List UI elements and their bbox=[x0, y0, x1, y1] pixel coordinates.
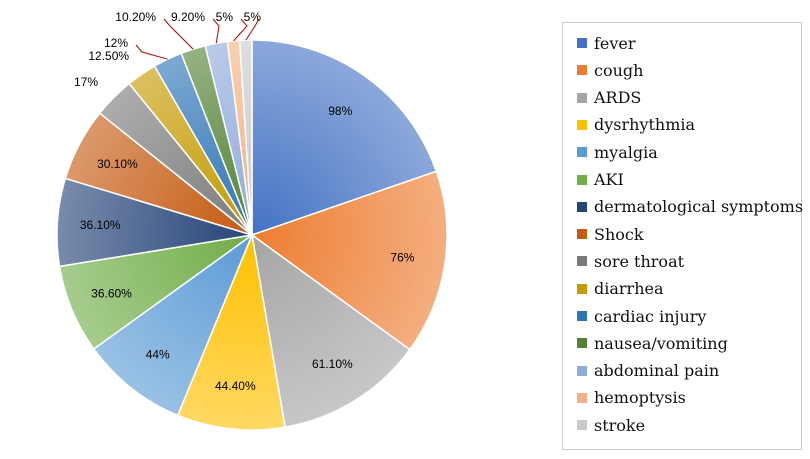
legend-label: cough bbox=[594, 60, 644, 80]
pie-slice-dysrhythmia bbox=[176, 232, 286, 431]
legend-swatch bbox=[577, 92, 587, 103]
legend-item-sore-throat: sore throat bbox=[577, 251, 684, 271]
legend-label: cardiac injury bbox=[594, 306, 707, 326]
slice-label-cardiac-injury: 12% bbox=[104, 36, 128, 50]
legend-label: Shock bbox=[594, 224, 644, 244]
leader-line-hemoptysis bbox=[233, 18, 248, 42]
legend-item-hemoptysis: hemoptysis bbox=[577, 388, 686, 408]
legend-swatch bbox=[577, 38, 587, 48]
legend-item-dermatological-symptoms: dermatological symptoms bbox=[577, 197, 803, 217]
legend-swatch bbox=[577, 229, 587, 240]
legend-swatch bbox=[577, 420, 587, 431]
slice-label-fever: 98% bbox=[328, 104, 352, 118]
legend-label: diarrhea bbox=[594, 279, 664, 299]
legend-label: ARDS bbox=[594, 88, 642, 108]
legend-item-abdominal-pain: abdominal pain bbox=[577, 361, 719, 381]
legend-item-myalgia: myalgia bbox=[577, 142, 658, 162]
legend-swatch bbox=[577, 119, 587, 130]
legend-label: abdominal pain bbox=[594, 361, 720, 381]
slice-label-dysrhythmia: 44.40% bbox=[215, 379, 256, 393]
slice-label-aki: 36.60% bbox=[91, 286, 132, 300]
leader-line-nausea-vomiting bbox=[163, 18, 194, 50]
legend-swatch bbox=[577, 392, 587, 403]
slice-label-ards: 61.10% bbox=[312, 357, 353, 371]
legend-swatch bbox=[577, 65, 587, 76]
pie-slice-fever bbox=[251, 39, 438, 237]
slice-label-dermatological-symptoms: 36.10% bbox=[80, 218, 121, 232]
slice-label-sore-throat: 17% bbox=[74, 75, 98, 89]
legend-item-stroke: stroke bbox=[577, 415, 645, 435]
legend-label: fever bbox=[594, 33, 636, 53]
slice-label-shock: 30.10% bbox=[97, 157, 138, 171]
legend-label: sore throat bbox=[594, 251, 685, 271]
legend-swatch bbox=[577, 147, 587, 158]
slice-label-myalgia: 44% bbox=[146, 347, 170, 361]
leader-line-stroke bbox=[245, 18, 260, 41]
slice-label-diarrhea: 12.50% bbox=[88, 49, 129, 63]
legend-swatch bbox=[577, 201, 587, 212]
legend-item-nausea-vomiting: nausea/vomiting bbox=[577, 333, 728, 353]
legend-item-diarrhea: diarrhea bbox=[577, 279, 664, 299]
slice-label-hemoptysis: 5% bbox=[216, 10, 234, 24]
legend-item-ards: ARDS bbox=[577, 88, 641, 108]
pie-slices bbox=[56, 39, 448, 431]
legend-swatch bbox=[577, 365, 587, 376]
legend-label: nausea/vomiting bbox=[594, 333, 728, 353]
legend-swatch bbox=[577, 256, 587, 267]
legend-item-shock: Shock bbox=[577, 224, 644, 244]
leader-line-cardiac-injury bbox=[135, 44, 168, 60]
legend-label: hemoptysis bbox=[594, 388, 686, 408]
leader-line-abdominal-pain bbox=[212, 18, 220, 44]
legend-swatch bbox=[577, 311, 587, 321]
legend-label: stroke bbox=[594, 415, 646, 435]
pie-slice-ards bbox=[250, 233, 411, 429]
slice-label-stroke: 5% bbox=[244, 10, 262, 24]
legend-label: AKI bbox=[594, 170, 624, 189]
legend-swatch bbox=[577, 283, 587, 294]
legend-label: dermatological symptoms bbox=[594, 197, 804, 217]
legend-item-fever: fever bbox=[577, 33, 636, 53]
legend-item-aki: AKI bbox=[577, 170, 624, 190]
chart-legend: fever cough ARDS dysrhythmia myalgia AKI derma… bbox=[562, 22, 803, 450]
slice-label-abdominal-pain: 9.20% bbox=[171, 10, 205, 24]
legend-swatch bbox=[577, 174, 587, 185]
pie-slice-myalgia bbox=[92, 232, 254, 417]
slice-labels: 98% 76% 61.10% 44.40% 44% 36.60% 36.10% 30.10% 1… bbox=[74, 10, 415, 393]
legend-item-cardiac-injury: cardiac injury bbox=[577, 306, 706, 326]
pie-slice-cough bbox=[250, 170, 448, 351]
legend-label: myalgia bbox=[594, 142, 658, 162]
legend-item-dysrhythmia: dysrhythmia bbox=[577, 115, 695, 135]
slice-label-nausea-vomiting: 10.20% bbox=[115, 10, 156, 24]
legend-item-cough: cough bbox=[577, 60, 643, 80]
legend-label: dysrhythmia bbox=[594, 115, 696, 135]
slice-label-cough: 76% bbox=[390, 250, 414, 264]
legend-swatch bbox=[577, 338, 587, 349]
